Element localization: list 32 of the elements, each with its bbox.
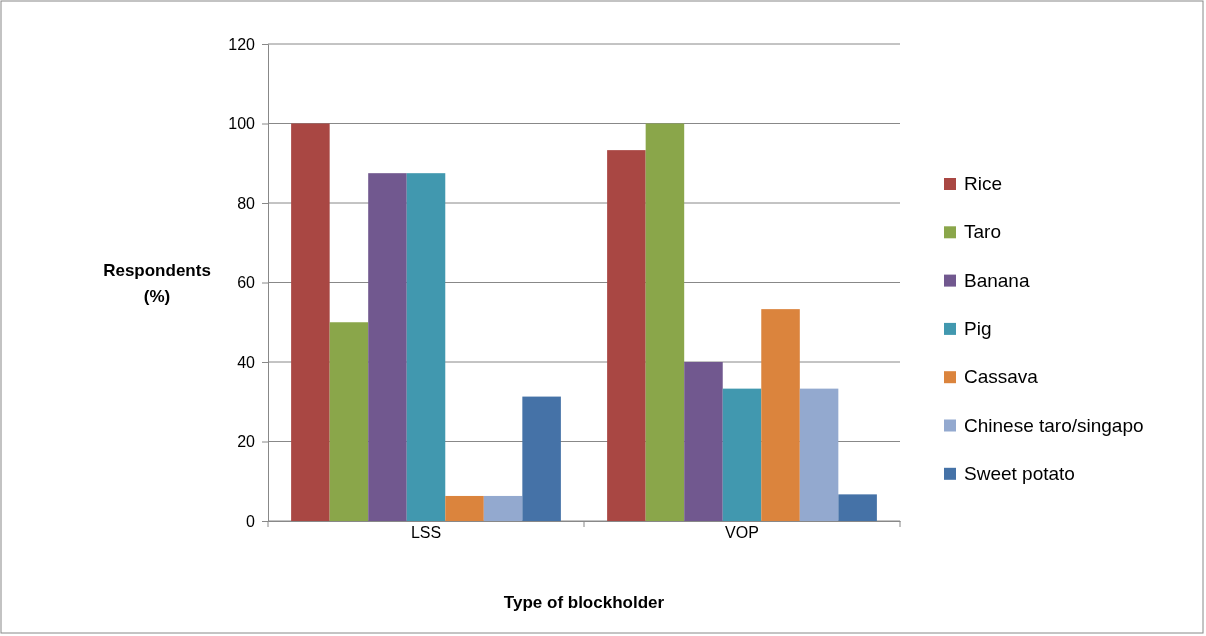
y-tick-label: 0 <box>246 512 256 530</box>
x-tick-label: LSS <box>410 524 442 541</box>
bar <box>483 495 523 521</box>
bar <box>368 173 407 521</box>
bar <box>838 494 877 521</box>
y-tick-label: 120 <box>228 35 256 53</box>
bar <box>645 123 685 521</box>
bar <box>329 322 369 521</box>
bar <box>761 309 800 521</box>
legend-label: Cassava <box>964 366 1039 388</box>
bar <box>291 123 330 521</box>
y-tick-label: 80 <box>237 194 256 212</box>
legend-label: Pig <box>964 317 992 339</box>
bar <box>722 388 762 521</box>
x-axis-title: Type of blockholder <box>503 593 665 612</box>
y-tick-label: 60 <box>237 274 256 292</box>
bar <box>607 150 646 521</box>
legend-label: Sweet potato <box>964 462 1075 484</box>
x-tick-label: VOP <box>725 524 759 541</box>
legend-label: Taro <box>964 221 1001 243</box>
bar <box>799 388 839 521</box>
legend-label: Chinese taro/singapo <box>964 414 1144 436</box>
y-tick-label: 100 <box>228 115 256 133</box>
y-tick-label: 40 <box>237 353 256 371</box>
legend-label: Rice <box>964 173 1003 194</box>
legend-label: Banana <box>964 269 1030 291</box>
bar <box>406 173 446 521</box>
y-axis-title: Respondents (%) <box>103 261 211 306</box>
y-tick-label: 20 <box>237 433 256 451</box>
bar <box>522 396 561 521</box>
bar <box>445 495 484 521</box>
bar <box>684 362 723 521</box>
